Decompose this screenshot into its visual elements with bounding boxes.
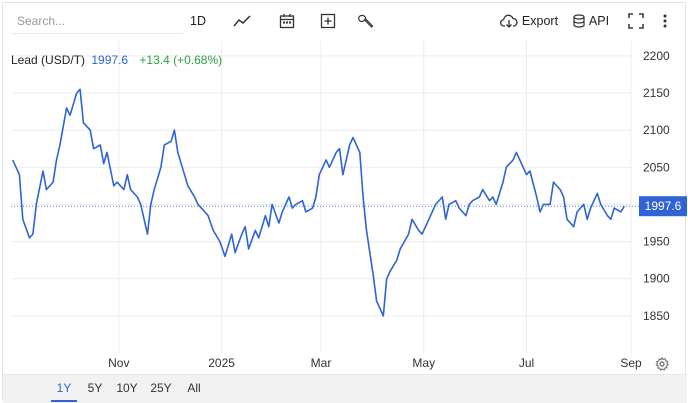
chart-legend: Lead (USD/T) 1997.6 +13.4 (+0.68%) <box>11 53 222 67</box>
x-tick-label: May <box>412 356 435 370</box>
last-price-tag <box>639 196 687 217</box>
y-tick-label: 2050 <box>643 160 670 174</box>
add-indicator-button[interactable] <box>315 9 341 33</box>
search-input[interactable] <box>11 9 183 34</box>
range-25y-button[interactable]: 25Y <box>147 375 175 402</box>
range-5y-button[interactable]: 5Y <box>82 375 108 402</box>
x-tick-label: Mar <box>311 356 332 370</box>
range-all-button[interactable]: All <box>181 375 207 402</box>
api-label: API <box>588 14 610 28</box>
chart-toolbar: 1D <box>3 3 687 39</box>
tools-button[interactable] <box>353 9 379 33</box>
legend-symbol-name: Lead (USD/T) <box>11 53 86 67</box>
fullscreen-button[interactable] <box>625 9 647 33</box>
range-10y-button[interactable]: 10Y <box>113 375 141 402</box>
legend-price: 1997.6 <box>91 53 129 67</box>
api-button[interactable]: API <box>571 9 611 33</box>
price-series-line <box>11 88 625 317</box>
last-price-tag-label: 1997.6 <box>645 199 682 213</box>
fullscreen-icon <box>628 13 644 29</box>
y-tick-label: 1900 <box>643 272 670 286</box>
range-selector-bar: 1Y 5Y 10Y 25Y All <box>3 374 687 403</box>
chart-settings-button[interactable] <box>653 355 671 373</box>
range-label: 25Y <box>150 381 172 395</box>
y-tick-label: 2200 <box>643 49 670 63</box>
range-label: 10Y <box>116 381 138 395</box>
calendar-button[interactable] <box>274 9 300 33</box>
range-1y-button[interactable]: 1Y <box>51 375 77 402</box>
wrench-icon <box>358 14 374 28</box>
range-label: 1Y <box>56 381 72 395</box>
settings-gear-icon <box>655 357 669 371</box>
more-menu-button[interactable] <box>655 9 675 33</box>
x-tick-label: Sep <box>620 356 642 370</box>
interval-label: 1D <box>190 14 206 28</box>
y-tick-label: 1950 <box>643 235 670 249</box>
chart-type-button[interactable] <box>229 9 255 33</box>
calendar-icon <box>279 14 295 29</box>
export-label: Export <box>521 14 559 28</box>
y-tick-label: 2100 <box>643 123 670 137</box>
x-tick-label: Nov <box>108 356 129 370</box>
legend-change: +13.4 (+0.68%) <box>139 53 223 67</box>
export-button[interactable]: Export <box>499 9 559 33</box>
add-box-icon <box>320 13 336 29</box>
price-chart: 18501900195020002050210021502200 Nov2025… <box>11 41 687 370</box>
range-label: All <box>187 381 201 395</box>
x-tick-label: Jul <box>519 356 534 370</box>
cloud-download-icon <box>499 14 518 28</box>
y-tick-label: 1850 <box>643 309 670 323</box>
line-chart-icon <box>233 15 251 27</box>
more-vertical-icon <box>663 14 667 28</box>
x-tick-label: 2025 <box>208 356 235 370</box>
database-icon <box>573 14 585 28</box>
interval-button[interactable]: 1D <box>183 9 213 33</box>
range-label: 5Y <box>87 381 103 395</box>
y-tick-label: 2150 <box>643 86 670 100</box>
